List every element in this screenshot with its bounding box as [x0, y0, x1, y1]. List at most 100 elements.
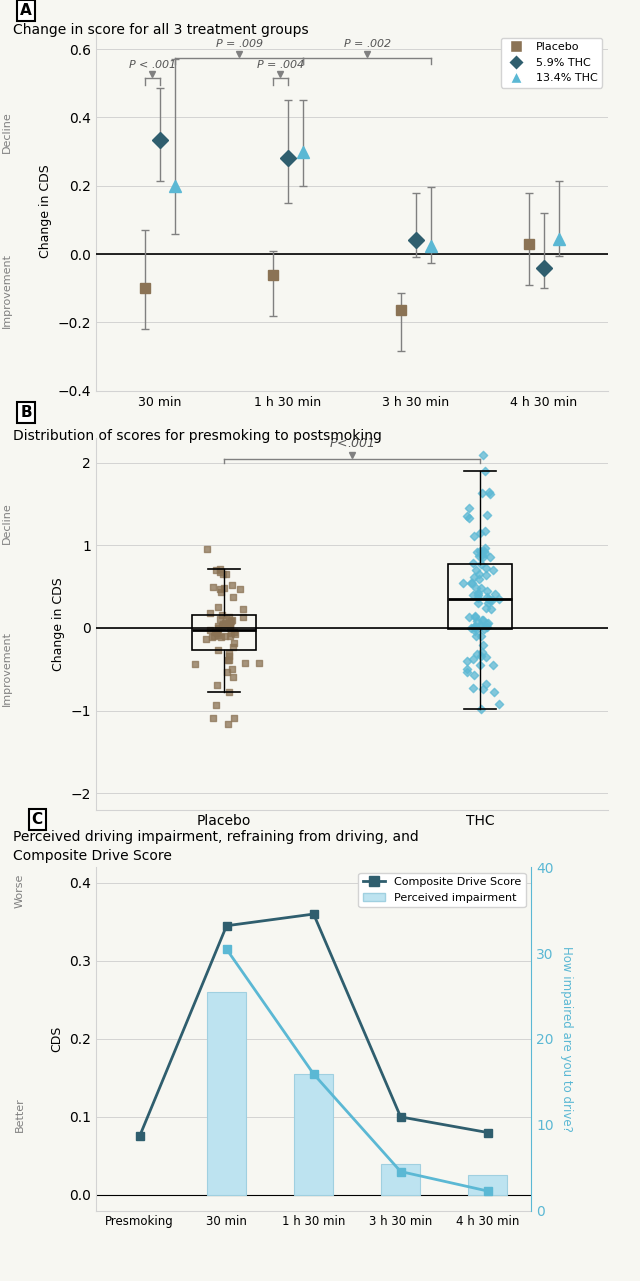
Point	[218, 564, 228, 584]
Text: Decline: Decline	[1, 502, 12, 544]
Point	[221, 564, 231, 584]
Point	[227, 637, 237, 657]
Point	[474, 546, 484, 566]
Point	[475, 655, 485, 675]
Point	[220, 578, 230, 598]
Point	[466, 619, 476, 639]
Bar	[207, 991, 246, 1195]
Point	[216, 616, 227, 637]
Point	[470, 619, 480, 639]
Point	[481, 565, 491, 585]
Point	[221, 608, 231, 629]
Point	[218, 614, 228, 634]
Point	[226, 623, 236, 643]
Point	[476, 625, 486, 646]
Point	[471, 626, 481, 647]
Text: Decline: Decline	[1, 111, 12, 154]
Point	[484, 482, 494, 502]
Point	[211, 560, 221, 580]
Point	[211, 696, 221, 716]
Point	[253, 653, 264, 674]
Point	[486, 589, 497, 610]
Point	[223, 714, 233, 734]
Point	[477, 544, 487, 565]
Point	[475, 541, 485, 561]
Point	[472, 611, 483, 632]
Point	[462, 658, 472, 679]
Point	[480, 543, 490, 564]
Point	[494, 588, 504, 608]
Point	[486, 598, 497, 619]
Point	[475, 615, 485, 635]
Point	[212, 675, 223, 696]
Point	[477, 445, 488, 465]
Point	[472, 542, 482, 562]
Point	[239, 652, 250, 673]
Point	[470, 578, 481, 598]
Text: C: C	[31, 812, 43, 828]
Y-axis label: CDS: CDS	[51, 1026, 63, 1052]
Point	[190, 653, 200, 674]
Point	[462, 651, 472, 671]
Point	[212, 616, 223, 637]
Text: Distribution of scores for presmoking to postsmoking: Distribution of scores for presmoking to…	[13, 429, 381, 443]
Point	[223, 643, 234, 664]
Point	[483, 617, 493, 638]
Point	[478, 547, 488, 567]
Point	[228, 587, 239, 607]
Point	[462, 506, 472, 526]
Point	[476, 553, 486, 574]
Point	[223, 646, 234, 666]
Point	[476, 646, 486, 666]
Point	[468, 525, 479, 546]
Point	[205, 603, 216, 624]
Bar	[381, 1163, 420, 1195]
Point	[464, 606, 474, 626]
Point	[214, 610, 225, 630]
Point	[228, 666, 238, 687]
Point	[212, 621, 222, 642]
Text: $P$ = .009: $P$ = .009	[215, 37, 264, 49]
Point	[488, 560, 498, 580]
Point	[470, 560, 481, 580]
Point	[226, 611, 236, 632]
Text: B: B	[20, 405, 32, 420]
Point	[217, 605, 227, 625]
Point	[227, 658, 237, 679]
Point	[477, 483, 487, 503]
Point	[214, 559, 225, 579]
Point	[213, 617, 223, 638]
Point	[228, 621, 239, 642]
Point	[462, 662, 472, 683]
Text: A: A	[20, 4, 32, 18]
Point	[223, 649, 233, 670]
Point	[483, 593, 493, 614]
Text: $P$<.001: $P$<.001	[329, 438, 375, 451]
Point	[484, 547, 495, 567]
Point	[480, 461, 490, 482]
Point	[489, 681, 499, 702]
Point	[201, 629, 211, 649]
Point	[467, 553, 477, 574]
Point	[235, 579, 245, 600]
Point	[479, 619, 489, 639]
Point	[476, 616, 486, 637]
Point	[227, 574, 237, 594]
Point	[210, 621, 220, 642]
Bar	[468, 1176, 508, 1195]
Point	[467, 584, 477, 605]
Point	[476, 698, 486, 719]
Point	[467, 573, 477, 593]
Point	[481, 647, 491, 667]
Point	[208, 708, 218, 729]
Point	[470, 606, 480, 626]
Point	[204, 620, 214, 640]
Point	[481, 538, 491, 559]
Point	[223, 606, 234, 626]
Point	[473, 592, 483, 612]
Point	[470, 620, 481, 640]
Point	[458, 573, 468, 593]
Text: Change in score for all 3 treatment groups: Change in score for all 3 treatment grou…	[13, 23, 308, 37]
Point	[490, 583, 500, 603]
Point	[230, 624, 241, 644]
